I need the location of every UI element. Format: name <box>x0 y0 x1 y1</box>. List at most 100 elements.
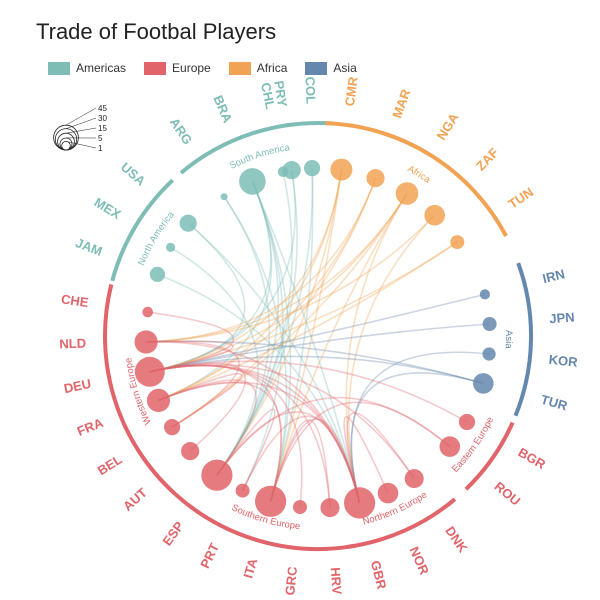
link-PRT-ESP[interactable] <box>216 408 276 491</box>
legend-item-africa[interactable]: Africa <box>228 61 287 75</box>
link-BRA-ESP[interactable] <box>216 181 279 476</box>
node-nga[interactable] <box>395 182 419 205</box>
link-BGR-DEU[interactable] <box>149 360 468 423</box>
node-mar[interactable] <box>366 169 385 188</box>
link-BRA-PRT[interactable] <box>241 181 284 491</box>
node-aut[interactable] <box>181 442 200 461</box>
node-bel[interactable] <box>164 419 181 436</box>
link-ARG-ESP[interactable] <box>216 196 271 476</box>
link-ROU-ITA[interactable] <box>269 401 451 502</box>
link-CMR-ESP[interactable] <box>216 169 343 476</box>
link-GRC-DEU[interactable] <box>149 364 303 508</box>
legend-item-asia[interactable]: Asia <box>305 61 357 75</box>
link-NOR-GBR[interactable] <box>343 416 389 504</box>
link-NLD-GBR[interactable] <box>146 341 361 504</box>
link-KOR-GBR[interactable] <box>350 351 490 504</box>
link-TUR-DEU[interactable] <box>149 355 484 385</box>
link-DNK-DEU[interactable] <box>149 363 415 480</box>
node-tun[interactable] <box>450 235 465 250</box>
node-bgr[interactable] <box>458 413 476 431</box>
link-MAR-NLD[interactable] <box>146 177 377 343</box>
node-grc[interactable] <box>293 500 307 515</box>
node-ita[interactable] <box>255 485 287 517</box>
link-ZAF-GBR[interactable] <box>347 214 436 504</box>
link-BRA-FRA[interactable] <box>158 181 273 402</box>
link-NGA-GBR[interactable] <box>345 193 408 504</box>
link-BEL-FRA[interactable] <box>158 373 243 428</box>
node-arg[interactable] <box>220 193 228 201</box>
link-IRN-DEU[interactable] <box>149 293 486 373</box>
link-MAR-BEL[interactable] <box>171 177 377 428</box>
node-irn[interactable] <box>479 289 490 300</box>
node-gbr[interactable] <box>344 487 376 519</box>
link-FRA-ITA[interactable] <box>158 381 283 502</box>
link-PRY-ESP[interactable] <box>216 169 298 476</box>
link-JPN-DEU[interactable] <box>149 323 490 373</box>
node-prt[interactable] <box>235 483 250 498</box>
link-HRV-ITA[interactable] <box>269 419 331 508</box>
link-DNK-GBR[interactable] <box>346 412 415 504</box>
link-CMR-FRA[interactable] <box>158 169 343 402</box>
node-usa[interactable] <box>179 214 197 232</box>
node-kor[interactable] <box>482 347 496 361</box>
link-USA-GBR[interactable] <box>187 222 361 504</box>
node-nor[interactable] <box>377 482 399 504</box>
link-ZAF-NLD[interactable] <box>146 214 436 343</box>
link-HRV-DEU[interactable] <box>149 364 331 508</box>
node-jpn[interactable] <box>482 317 497 331</box>
link-TUR-NLD[interactable] <box>146 340 484 385</box>
link-ARG-ITA[interactable] <box>223 196 288 502</box>
link-JAM-GBR[interactable] <box>157 273 361 504</box>
link-CHE-DEU[interactable] <box>147 311 235 373</box>
node-tur[interactable] <box>473 373 494 394</box>
node-dnk[interactable] <box>404 469 424 489</box>
link-FRA-ESP[interactable] <box>158 379 257 476</box>
node-rou[interactable] <box>439 436 461 457</box>
node-zaf[interactable] <box>424 204 446 226</box>
link-COL-ESP[interactable] <box>216 168 314 476</box>
node-esp[interactable] <box>201 459 233 491</box>
node-pry[interactable] <box>282 161 301 180</box>
link-NGA-ITA[interactable] <box>269 193 408 502</box>
link-USA-DEU[interactable] <box>149 222 246 373</box>
label-che: CHE <box>60 291 90 310</box>
node-nld[interactable] <box>134 330 158 354</box>
node-col[interactable] <box>304 160 321 177</box>
node-cmr[interactable] <box>330 158 353 181</box>
link-FRA-GBR[interactable] <box>158 381 361 504</box>
link-MEX-ESP[interactable] <box>170 246 259 476</box>
link-TUR-GBR[interactable] <box>350 372 484 504</box>
link-BRA-GBR[interactable] <box>251 181 361 504</box>
link-AUT-DEU[interactable] <box>149 362 247 452</box>
node-mex[interactable] <box>166 242 176 252</box>
link-BRA-DEU[interactable] <box>149 181 272 373</box>
link-BRA-ITA[interactable] <box>251 181 292 502</box>
node-fra[interactable] <box>146 388 171 412</box>
link-BEL-NLD[interactable] <box>146 340 240 428</box>
node-deu[interactable] <box>134 356 165 387</box>
link-ROU-ESP[interactable] <box>216 396 451 476</box>
link-PRT-GBR[interactable] <box>241 415 361 504</box>
link-DEU-GBR[interactable] <box>149 364 361 504</box>
link-NLD-DEU[interactable] <box>146 340 234 373</box>
link-CHL-ESP[interactable] <box>216 171 293 476</box>
node-bra[interactable] <box>239 168 266 195</box>
link-PRY-DEU[interactable] <box>149 169 296 373</box>
link-MAR-FRA[interactable] <box>158 177 377 402</box>
legend-item-americas[interactable]: Americas <box>48 61 126 75</box>
link-CMR-DEU[interactable] <box>149 169 343 373</box>
node-che[interactable] <box>142 306 153 318</box>
link-NGA-BEL[interactable] <box>171 193 408 428</box>
legend-item-europe[interactable]: Europe <box>144 61 211 75</box>
link-ESP-GBR[interactable] <box>216 411 361 504</box>
link-ITA-GBR[interactable] <box>269 418 361 504</box>
node-jam[interactable] <box>149 266 165 282</box>
link-NGA-NLD[interactable] <box>146 193 408 343</box>
node-hrv[interactable] <box>320 498 340 518</box>
link-CMR-ITA[interactable] <box>269 169 343 502</box>
link-DEU-ITA[interactable] <box>149 364 282 502</box>
link-COL-ITA[interactable] <box>269 168 314 502</box>
link-TUN-FRA[interactable] <box>158 241 458 402</box>
link-TUN-DEU[interactable] <box>149 241 458 373</box>
link-NGA-DEU[interactable] <box>149 193 408 373</box>
